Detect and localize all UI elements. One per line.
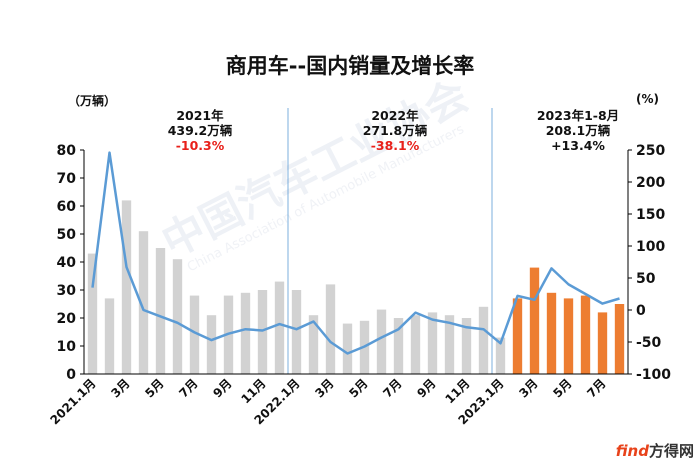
x-tick-label: 3月 bbox=[516, 376, 540, 400]
bar bbox=[325, 284, 336, 374]
bar bbox=[257, 290, 268, 374]
right-tick-label: 200 bbox=[636, 175, 665, 191]
brand-logo-part1: find bbox=[615, 442, 649, 460]
bar bbox=[580, 295, 591, 374]
bar bbox=[444, 315, 455, 374]
right-tick-label: -100 bbox=[636, 367, 671, 383]
bar bbox=[614, 304, 625, 374]
right-tick-label: 250 bbox=[636, 143, 665, 159]
left-tick-label: 80 bbox=[57, 143, 77, 159]
annotation-2023-volume: 208.1万辆 bbox=[545, 123, 611, 138]
bar bbox=[138, 231, 149, 374]
annotation-2022: 2022年 271.8万辆 -38.1% bbox=[320, 108, 470, 153]
annotation-2023-growth: +13.4% bbox=[551, 138, 605, 153]
annotation-2023-year: 2023年1-8月 bbox=[536, 108, 620, 123]
right-tick-label: 50 bbox=[636, 271, 656, 287]
x-tick-label: 2021.1月 bbox=[47, 376, 98, 427]
x-tick-label: 7月 bbox=[380, 376, 404, 400]
left-tick-label: 30 bbox=[57, 283, 77, 299]
x-tick-label: 9月 bbox=[414, 376, 438, 400]
bar bbox=[291, 290, 302, 374]
left-tick-label: 50 bbox=[57, 227, 77, 243]
x-tick-label: 7月 bbox=[176, 376, 200, 400]
bar bbox=[155, 248, 166, 374]
annotation-2021-volume: 439.2万辆 bbox=[167, 123, 233, 138]
bar bbox=[376, 309, 387, 374]
left-axis-unit: （万辆） bbox=[68, 94, 117, 108]
brand-logo: find方得网 bbox=[616, 440, 694, 461]
right-tick-label: -50 bbox=[636, 335, 662, 351]
bar bbox=[563, 298, 574, 374]
x-tick-label: 3月 bbox=[108, 376, 132, 400]
left-tick-label: 10 bbox=[57, 339, 77, 355]
x-tick-label: 11月 bbox=[442, 376, 472, 406]
bar bbox=[121, 200, 132, 374]
x-tick-label: 11月 bbox=[238, 376, 268, 406]
left-tick-label: 70 bbox=[57, 171, 77, 187]
bar bbox=[410, 315, 421, 374]
bar bbox=[240, 292, 251, 374]
left-tick-label: 20 bbox=[57, 311, 77, 327]
annotation-2023: 2023年1-8月 208.1万辆 +13.4% bbox=[503, 108, 653, 153]
x-tick-label: 9月 bbox=[210, 376, 234, 400]
bar bbox=[427, 312, 438, 374]
bar bbox=[393, 318, 404, 374]
bar bbox=[461, 318, 472, 374]
right-axis-unit: (%) bbox=[636, 92, 659, 106]
annotation-2021: 2021年 439.2万辆 -10.3% bbox=[125, 108, 275, 153]
right-tick-label: 100 bbox=[636, 239, 665, 255]
left-tick-label: 60 bbox=[57, 199, 77, 215]
bar bbox=[104, 298, 115, 374]
bar bbox=[342, 323, 353, 374]
bar bbox=[172, 259, 183, 374]
bar bbox=[597, 312, 608, 374]
left-tick-label: 0 bbox=[66, 367, 76, 383]
annotation-2021-year: 2021年 bbox=[176, 108, 224, 123]
annotation-2022-volume: 271.8万辆 bbox=[362, 123, 428, 138]
x-tick-label: 7月 bbox=[584, 376, 608, 400]
bar bbox=[274, 281, 285, 374]
chart-title: 商用车--国内销量及增长率 bbox=[225, 54, 475, 78]
x-tick-label: 5月 bbox=[550, 376, 574, 400]
bar bbox=[495, 337, 506, 374]
bar bbox=[529, 267, 540, 374]
x-tick-label: 3月 bbox=[312, 376, 336, 400]
bar bbox=[206, 315, 217, 374]
bar bbox=[546, 292, 557, 374]
annotation-2022-growth: -38.1% bbox=[370, 138, 420, 153]
x-tick-label: 5月 bbox=[142, 376, 166, 400]
right-tick-label: 150 bbox=[636, 207, 665, 223]
left-tick-label: 40 bbox=[57, 255, 77, 271]
bar bbox=[478, 306, 489, 374]
right-tick-label: 0 bbox=[636, 303, 646, 319]
bar bbox=[87, 253, 98, 374]
annotation-2022-year: 2022年 bbox=[371, 108, 419, 123]
x-tick-label: 5月 bbox=[346, 376, 370, 400]
growth-line bbox=[91, 151, 620, 355]
brand-logo-part2: 方得网 bbox=[648, 442, 694, 460]
bar bbox=[189, 295, 200, 374]
bar bbox=[512, 298, 523, 374]
bar bbox=[308, 315, 319, 374]
annotation-2021-growth: -10.3% bbox=[175, 138, 225, 153]
